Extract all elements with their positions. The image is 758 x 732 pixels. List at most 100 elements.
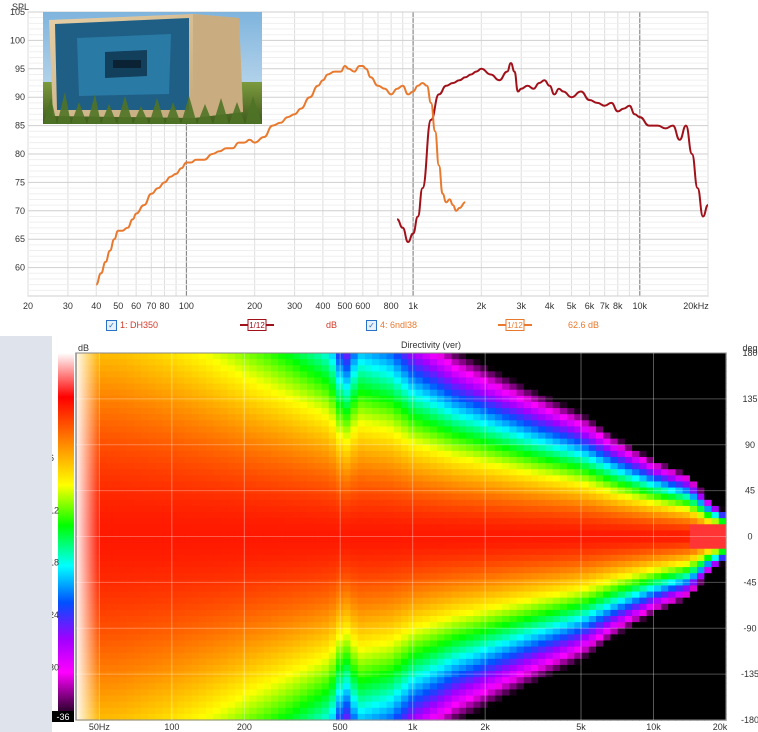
heatmap-cell	[292, 664, 301, 672]
heatmap-cell	[538, 444, 547, 452]
heatmap-cell	[141, 463, 149, 470]
heatmap-cell	[429, 658, 438, 666]
heatmap-cell	[393, 585, 402, 593]
heatmap-cell	[451, 640, 460, 648]
heatmap-cell	[307, 671, 315, 678]
heatmap-cell	[509, 640, 518, 648]
heatmap-cell	[610, 389, 619, 397]
heatmap-cell	[487, 560, 496, 568]
heatmap-cell	[299, 414, 308, 421]
heatmap-cell	[581, 671, 590, 678]
heatmap-cell	[393, 426, 402, 434]
heatmap-cell	[401, 689, 409, 697]
heatmap-cell	[429, 567, 438, 574]
heatmap-cell	[458, 554, 467, 562]
heatmap-cell	[155, 658, 164, 666]
heatmap-cell	[610, 646, 619, 654]
heatmap-cell	[545, 536, 554, 544]
legend-item-dh350[interactable]: ✓ 1: DH350	[106, 320, 158, 332]
heatmap-cell	[458, 658, 467, 666]
heatmap-cell	[191, 481, 200, 489]
heatmap-cell	[162, 591, 171, 599]
heatmap-cell	[242, 671, 250, 678]
heatmap-cell	[473, 597, 482, 605]
heatmap-cell	[104, 512, 113, 519]
heatmap-cell	[350, 359, 359, 366]
heatmap-cell	[299, 609, 308, 617]
heatmap-cell	[458, 438, 467, 446]
heatmap-cell	[191, 499, 200, 507]
heatmap-cell	[653, 518, 662, 525]
heatmap-cell	[104, 616, 113, 623]
spl-xtick-label: 400	[315, 301, 330, 311]
heatmap-cell	[271, 597, 279, 605]
heatmap-cell	[256, 371, 265, 379]
smoothing-icon-6ndl38[interactable]: 1/12	[498, 319, 532, 331]
heatmap-cell	[148, 389, 157, 397]
heatmap-cell	[343, 493, 352, 501]
checkbox-icon[interactable]: ✓	[366, 320, 377, 332]
heatmap-cell	[523, 677, 532, 684]
heatmap-cell	[437, 377, 445, 385]
heatmap-cell	[509, 365, 518, 372]
heatmap-cell	[249, 616, 258, 623]
heatmap-cell	[263, 432, 272, 440]
heatmap-cell	[97, 634, 106, 642]
heatmap-cell	[401, 444, 409, 452]
heatmap-cell	[458, 664, 467, 672]
heatmap-cell	[148, 481, 157, 489]
heatmap-cell	[97, 536, 106, 544]
heatmap-cell	[97, 646, 106, 654]
heatmap-cell	[249, 469, 258, 476]
heatmap-cell	[653, 573, 662, 580]
heatmap-cell	[531, 616, 539, 623]
heatmap-cell	[97, 493, 106, 501]
heatmap-cell	[603, 426, 612, 434]
heatmap-cell	[422, 603, 431, 611]
heatmap-cell	[271, 579, 279, 587]
heatmap-cell	[458, 365, 467, 372]
heatmap-cell	[198, 548, 207, 556]
checkbox-icon[interactable]: ✓	[106, 320, 117, 332]
smoothing-icon-dh350[interactable]: 1/12	[240, 319, 274, 331]
heatmap-cell	[653, 389, 662, 397]
heatmap-cell	[458, 707, 467, 715]
heatmap-cell	[545, 359, 554, 366]
heatmap-cell	[444, 444, 453, 452]
heatmap-cell	[133, 683, 142, 691]
heatmap-cell	[444, 408, 453, 415]
heatmap-cell	[307, 408, 315, 415]
legend-item-6ndl38[interactable]: ✓ 4: 6ndl38	[366, 320, 417, 332]
heatmap-cell	[487, 616, 496, 623]
heatmap-cell	[617, 395, 626, 403]
heatmap-cell	[285, 573, 294, 580]
heatmap-cell	[624, 567, 633, 574]
heatmap-cell	[343, 353, 352, 360]
heatmap-cell	[213, 664, 222, 672]
heatmap-cell	[126, 463, 135, 470]
heatmap-cell	[552, 542, 561, 550]
heatmap-cell	[206, 359, 214, 366]
spl-xtick-label: 6k	[585, 301, 595, 311]
heatmap-cell	[552, 475, 561, 483]
heatmap-cell	[249, 536, 258, 544]
heatmap-cell	[379, 359, 388, 366]
heatmap-cell	[408, 677, 417, 684]
heatmap-cell	[494, 597, 503, 605]
heatmap-cell	[314, 530, 323, 538]
heatmap-cell	[422, 652, 431, 660]
heatmap-cell	[299, 536, 308, 544]
heatmap-cell	[198, 554, 207, 562]
heatmap-cell	[314, 713, 323, 721]
heatmap-cell	[372, 640, 380, 648]
heatmap-cell	[494, 683, 503, 691]
heatmap-cell	[408, 603, 417, 611]
heatmap-cell	[408, 536, 417, 544]
heatmap-cell	[372, 560, 380, 568]
heatmap-cell	[263, 377, 272, 385]
heatmap-cell	[444, 377, 453, 385]
heatmap-cell	[206, 713, 214, 721]
heatmap-cell	[386, 512, 395, 519]
heatmap-cell	[567, 701, 575, 709]
heatmap-cell	[271, 383, 279, 391]
